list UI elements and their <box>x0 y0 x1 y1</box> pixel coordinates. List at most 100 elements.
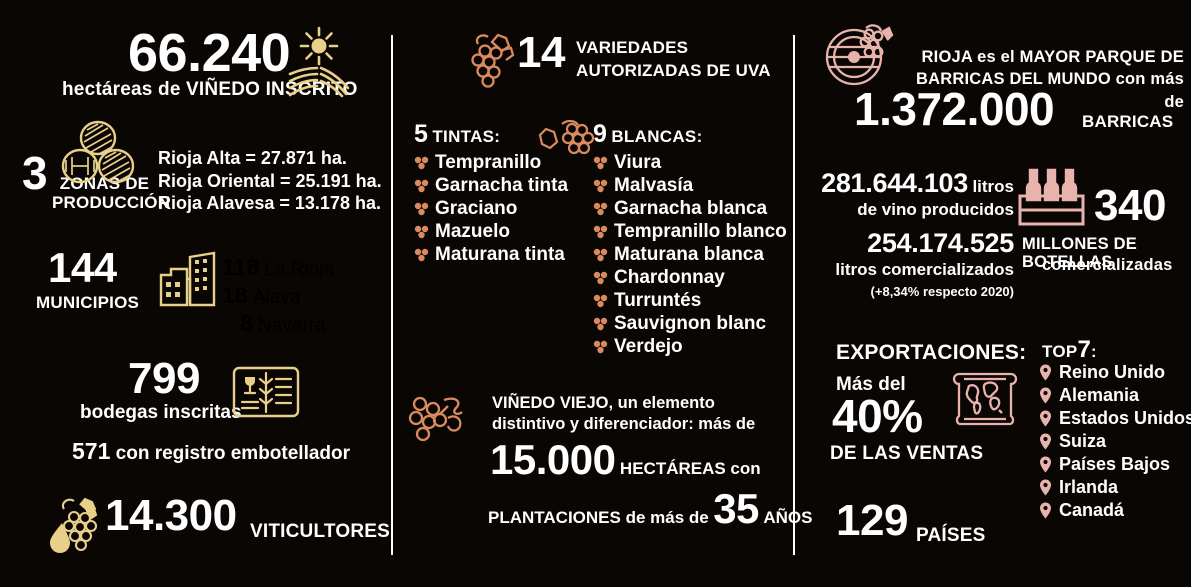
old-vineyard-text: VIÑEDO VIEJO, un elemento distintivo y d… <box>492 393 782 436</box>
map-pin-icon <box>1039 502 1052 519</box>
top-markets-colon: : <box>1090 342 1097 361</box>
hectares-number: 66.240 <box>128 23 291 83</box>
barrels-icon <box>58 120 138 186</box>
barrels-headline-line1: RIOJA es el MAYOR PARQUE DE <box>921 48 1184 66</box>
grape-bullet-icon <box>593 202 608 216</box>
old-vineyard-years-number: 35 <box>713 485 759 532</box>
list-item-label: Garnacha tinta <box>435 175 569 196</box>
column-divider-left <box>391 35 393 555</box>
red-varieties-block: 5 TINTAS: Tempranillo Garnacha tinta Gra… <box>414 120 568 267</box>
list-item-label: Alemania <box>1059 385 1140 405</box>
buildings-icon <box>157 249 219 307</box>
exports-prefix: Más del <box>836 374 906 395</box>
grape-bullet-icon <box>593 179 608 193</box>
list-item: Garnacha tinta <box>414 175 568 197</box>
wine-sold-block: 254.174.525 litros comercializados (+8,3… <box>812 228 1014 299</box>
varieties-label: VARIEDADES AUTORIZADAS DE UVA <box>576 37 771 83</box>
list-item: Reino Unido <box>1039 362 1191 383</box>
bottles-number: 340 <box>1094 181 1166 230</box>
column-divider-right <box>793 35 795 555</box>
municipalities-number: 144 <box>48 244 117 291</box>
grape-bunch-icon <box>458 32 520 94</box>
grape-bullet-icon <box>414 179 429 193</box>
list-item: Maturana tinta <box>414 244 568 266</box>
grape-bullet-icon <box>593 317 608 331</box>
column-grape-varieties: 14 VARIEDADES AUTORIZADAS DE UVA 5 TINTA… <box>392 0 812 587</box>
exports-percent: 40% <box>832 390 923 442</box>
barrels-headline-line2: BARRICAS DEL MUNDO con más de <box>915 70 1184 111</box>
barrels-number: 1.372.000 <box>854 83 1055 135</box>
list-item: Suiza <box>1039 431 1191 452</box>
list-item: Maturana blanca <box>593 244 787 266</box>
list-item-label: Maturana blanca <box>614 244 764 265</box>
zones-label-line2: PRODUCCIÓN <box>52 192 171 212</box>
bottles-crate-icon <box>1016 166 1088 228</box>
bottler-count: 571 <box>72 438 111 464</box>
province-count: 118 <box>222 254 260 280</box>
wine-produced-number: 281.644.103 <box>821 168 968 198</box>
list-item-label: Mazuelo <box>435 221 510 242</box>
wine-produced-block: 281.644.103 litros de vino producidos <box>814 168 1014 220</box>
list-item: Alemania <box>1039 385 1191 406</box>
list-item-label: Maturana tinta <box>435 244 565 265</box>
wine-sold-label: litros comercializados <box>835 260 1014 279</box>
list-item-label: Malvasía <box>614 175 694 196</box>
list-item: Malvasía <box>593 175 787 197</box>
wine-sold-note: (+8,34% respecto 2020) <box>870 284 1014 299</box>
countries-number: 129 <box>836 496 908 545</box>
red-varieties-header: 5 TINTAS: <box>414 120 568 149</box>
wine-produced-label: de vino producidos <box>857 200 1014 219</box>
grape-bullet-icon <box>414 225 429 239</box>
list-item: Sauvignon blanc <box>593 313 787 335</box>
list-item: Viura <box>593 152 787 174</box>
zones-number: 3 <box>22 147 48 199</box>
growers-label: VITICULTORES <box>250 521 390 542</box>
hectares-label: hectáreas de VIÑEDO INSCRITO <box>62 79 358 100</box>
barrels-headline: RIOJA es el MAYOR PARQUE DE BARRICAS DEL… <box>904 46 1184 113</box>
old-vineyard-hectares-row: 15.000 HECTÁREAS con <box>490 436 790 484</box>
list-item-label: Garnacha blanca <box>614 198 768 219</box>
list-item-label: Tempranillo <box>435 152 542 173</box>
province-name: Álava <box>252 287 301 309</box>
old-vineyard-hectares-number: 15.000 <box>490 436 616 483</box>
zone-item: Rioja Oriental = 25.191 ha. <box>158 170 382 191</box>
top-markets-list: Reino Unido Alemania Estados Unidos Suiz… <box>1039 362 1191 523</box>
municipalities-label: MUNICIPIOS <box>36 293 140 312</box>
grape-bullet-icon <box>593 271 608 285</box>
white-varieties-title: BLANCAS: <box>611 127 703 146</box>
column-production-exports: RIOJA es el MAYOR PARQUE DE BARRICAS DEL… <box>794 0 1191 587</box>
map-pin-icon <box>1039 364 1052 381</box>
map-pin-icon <box>1039 456 1052 473</box>
grape-bullet-icon <box>414 202 429 216</box>
list-item-label: Estados Unidos <box>1059 408 1191 428</box>
list-item: Graciano <box>414 198 568 220</box>
countries-label: PAÍSES <box>916 525 986 546</box>
list-item: Chardonnay <box>593 267 787 289</box>
grape-drop-icon <box>44 495 108 557</box>
bottler-label: con registro embotellador <box>115 443 351 464</box>
red-varieties-count: 5 <box>414 120 428 148</box>
list-item-label: Verdejo <box>614 336 683 357</box>
list-item: Estados Unidos <box>1039 408 1191 429</box>
red-varieties-title: TINTAS: <box>432 127 501 146</box>
exports-title: EXPORTACIONES: <box>836 341 1027 364</box>
list-item: Garnacha blanca <box>593 198 787 220</box>
list-item-label: Viura <box>614 152 662 173</box>
white-varieties-block: 9 BLANCAS: Viura Malvasía Garnacha blanc… <box>593 120 787 359</box>
old-vineyard-line2: distintivo y diferenciador: más de <box>492 415 756 434</box>
old-vine-icon <box>404 390 484 452</box>
exports-suffix: DE LAS VENTAS <box>830 443 984 464</box>
grape-bullet-icon <box>593 248 608 262</box>
province-count: 18 <box>222 282 248 309</box>
old-vineyard-line1: VIÑEDO VIEJO, un elemento <box>492 394 715 412</box>
map-pin-icon <box>1039 387 1052 404</box>
list-item: Mazuelo <box>414 221 568 243</box>
list-item: Canadá <box>1039 500 1191 521</box>
top-markets-title: TOP <box>1042 342 1078 361</box>
province-count: 8 <box>240 310 253 337</box>
wine-sold-number: 254.174.525 <box>867 228 1014 258</box>
list-item: Turruntés <box>593 290 787 312</box>
grape-bullet-icon <box>414 156 429 170</box>
list-item-label: Sauvignon blanc <box>614 313 767 334</box>
